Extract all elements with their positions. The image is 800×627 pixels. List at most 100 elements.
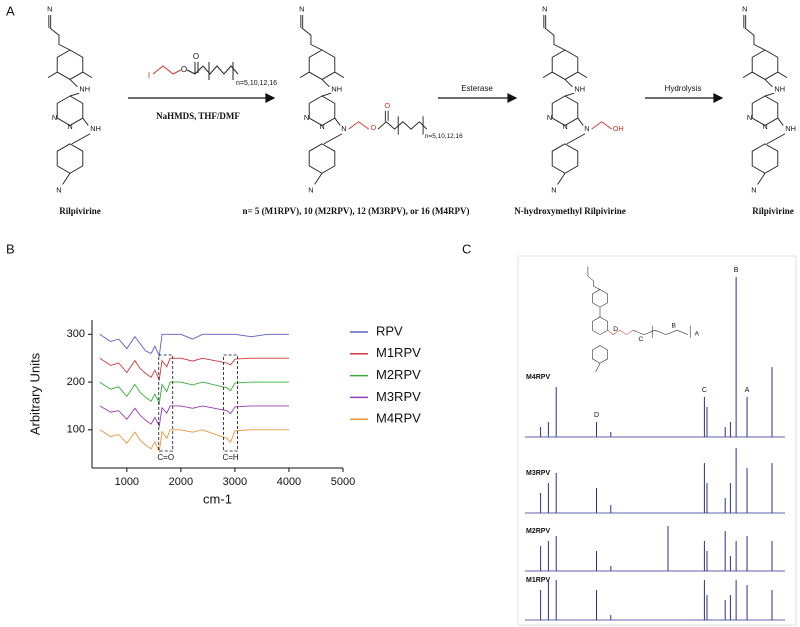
legend-label: RPV <box>376 323 403 338</box>
structure: N NH N N NH N <box>47 4 101 194</box>
bond <box>71 133 91 145</box>
atom-label: O <box>384 101 390 110</box>
bond <box>299 71 310 78</box>
bond <box>757 173 766 185</box>
peak-label: A <box>745 387 750 394</box>
panel-label: A <box>6 3 15 18</box>
atom-label: NH <box>785 124 796 133</box>
spectrum-line <box>99 405 289 428</box>
bond <box>566 133 586 145</box>
inset-structure: D C B A <box>587 266 700 373</box>
ring <box>308 49 336 80</box>
atom-label: O <box>371 123 377 132</box>
spectrum-label: M2RPV <box>526 528 550 535</box>
atom-label: N <box>542 4 547 13</box>
ring <box>751 95 779 126</box>
spectrum-line <box>99 333 289 358</box>
ring <box>308 95 336 126</box>
bond <box>595 363 601 373</box>
bond <box>334 71 345 78</box>
bond <box>385 121 428 130</box>
compound-label: Rilpivirine <box>752 206 794 216</box>
bond <box>82 71 93 78</box>
legend-label: M1RPV <box>376 345 421 360</box>
spectrum-line <box>99 381 289 406</box>
spectrum-label: M3RPV <box>526 470 550 477</box>
bond <box>62 173 71 185</box>
atom-label: NH <box>90 124 101 133</box>
bond <box>777 117 784 126</box>
panel-label: C <box>462 241 471 256</box>
atom-label: N <box>751 186 756 195</box>
spectrum-label: M4RPV <box>526 374 550 381</box>
atom-label: N <box>584 124 589 133</box>
structure: N NH N N N N OH <box>542 4 624 194</box>
chain-label: n=5,10,12,16 <box>425 133 463 140</box>
atom-label: NH <box>79 84 90 93</box>
bond <box>564 79 573 88</box>
atom-label: N <box>341 124 346 133</box>
bond <box>542 71 553 78</box>
ring <box>751 49 779 80</box>
bond <box>82 117 89 126</box>
bond <box>577 117 584 126</box>
atom-label: N <box>747 113 752 122</box>
reagent-label: NaHMDS, THF/DMF <box>156 111 240 121</box>
atom-label: NH <box>774 84 785 93</box>
atom-label: O <box>181 65 187 74</box>
bond <box>301 27 323 51</box>
spectrum-line <box>99 429 289 453</box>
bond <box>744 27 766 51</box>
peak-label: B <box>734 267 739 274</box>
inset-label: D <box>613 326 618 333</box>
bond <box>777 71 788 78</box>
ring <box>308 143 336 174</box>
annotation-label: C=O <box>157 453 174 462</box>
ring <box>56 143 84 174</box>
atom-label: N <box>551 186 556 195</box>
atom-label: N <box>52 113 57 122</box>
y-tick-label: 100 <box>67 424 85 436</box>
atom-label: N <box>742 4 747 13</box>
structure: N NH N N N N O On=5,10,12,16 <box>299 4 463 194</box>
bond <box>348 121 370 130</box>
bond <box>47 71 58 78</box>
atom-label: O <box>193 52 199 61</box>
atom-label: N <box>67 122 72 131</box>
bond <box>764 79 773 88</box>
ring <box>551 49 579 80</box>
bond <box>321 79 330 88</box>
y-tick-label: 300 <box>67 328 85 340</box>
atom-label: N <box>319 122 324 131</box>
step-label: Hydrolysis <box>665 84 702 93</box>
x-tick-label: 1000 <box>115 476 139 488</box>
inset-label: B <box>672 323 677 330</box>
bond <box>591 121 613 130</box>
compound-label: N-hydroxymethyl Rilpivirine <box>514 206 626 216</box>
panel-label: B <box>6 241 15 256</box>
bond <box>69 92 80 97</box>
bond <box>377 121 387 130</box>
step-label: Esterase <box>461 84 493 93</box>
legend-label: M2RPV <box>376 367 421 382</box>
bond <box>544 27 566 51</box>
x-tick-label: 4000 <box>277 476 301 488</box>
ring <box>592 345 608 364</box>
x-axis-label: cm-1 <box>203 491 232 506</box>
bond <box>564 92 575 97</box>
spectrum-line <box>99 357 289 382</box>
bond <box>587 266 601 290</box>
bond <box>323 133 343 145</box>
atom-label: N <box>562 122 567 131</box>
annotation-box <box>158 354 174 452</box>
annotation-label: C=H <box>222 453 238 462</box>
inset-label: A <box>695 330 700 337</box>
bond <box>334 117 341 126</box>
legend-label: M4RPV <box>376 411 421 426</box>
arrows <box>128 93 724 103</box>
bond <box>314 173 323 185</box>
chain-label: n=5,10,12,16 <box>236 80 277 87</box>
bracket <box>651 325 691 338</box>
atom-label: N <box>304 113 309 122</box>
spectrum-label: M1RPV <box>526 577 550 584</box>
